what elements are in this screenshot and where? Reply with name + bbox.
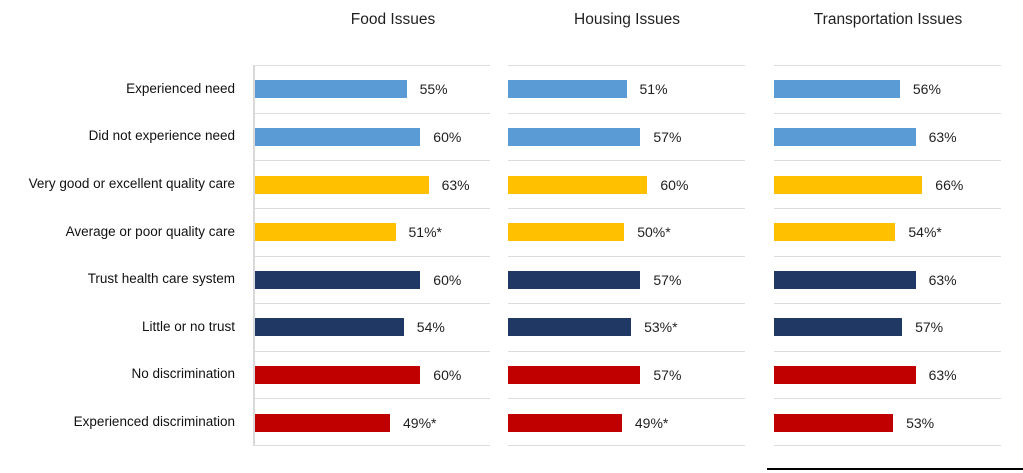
bar [508, 80, 627, 99]
bar-row: 49%* [508, 398, 745, 446]
bar-row: 66% [774, 160, 1001, 208]
bar [255, 175, 429, 194]
bar-row: 60% [255, 350, 490, 399]
row-label: Experienced discrimination [73, 414, 235, 430]
row-label: Little or no trust [141, 318, 235, 334]
bar-row: 49%* [255, 398, 490, 446]
bar [508, 127, 641, 146]
bar [255, 366, 421, 385]
value-label: 54%* [908, 224, 942, 241]
chart-panel: 51% 57% 60% 50%* 57% 53%* 57% 49%* [508, 65, 745, 446]
value-label: 54% [416, 319, 445, 336]
bar-row: 51%* [255, 207, 490, 256]
value-label: 51% [639, 81, 668, 98]
bar [255, 270, 421, 289]
bar-row: 54% [255, 303, 490, 351]
bar-row: 57% [508, 350, 745, 399]
value-label: 60% [433, 128, 462, 145]
value-label: 57% [915, 319, 944, 336]
row-label: Did not experience need [88, 128, 235, 144]
bar [255, 413, 390, 432]
bar [508, 413, 622, 432]
value-label: 63% [928, 271, 957, 288]
bar-row: 57% [508, 112, 745, 161]
row-label: Very good or excellent quality care [28, 175, 235, 191]
value-label: 66% [935, 176, 964, 193]
value-label: 63% [441, 176, 470, 193]
bar [774, 318, 903, 337]
bar [774, 80, 900, 99]
value-label: 56% [912, 81, 941, 98]
bar-row: 50%* [508, 207, 745, 256]
row-label: Average or poor quality care [65, 223, 235, 239]
value-label: 50%* [637, 224, 671, 241]
value-label: 60% [433, 367, 462, 384]
bar-row: 57% [508, 255, 745, 304]
value-label: 49%* [634, 414, 669, 431]
value-label: 63% [928, 367, 957, 384]
value-label: 60% [433, 271, 462, 288]
value-label: 53% [906, 414, 935, 431]
bar [255, 318, 404, 337]
bar [255, 223, 396, 242]
chart-title: Food Issues [350, 11, 436, 28]
bar-row: 53% [774, 398, 1001, 446]
bar [508, 270, 641, 289]
bar-row: 51% [508, 65, 745, 113]
bar-row: 54%* [774, 207, 1001, 256]
bar-row: 55% [255, 65, 490, 113]
value-label: 57% [653, 128, 682, 145]
bar-row: 60% [508, 160, 745, 208]
bar [508, 175, 648, 194]
bar-row: 60% [255, 255, 490, 304]
row-label: Experienced need [126, 80, 235, 96]
value-label: 63% [928, 128, 957, 145]
bar [774, 270, 916, 289]
chart-panel: 56% 63% 66% 54%* 63% 57% 63% 53% [774, 65, 1001, 446]
bar-row: 56% [774, 65, 1001, 113]
bar [508, 318, 632, 337]
chart-title: Transportation Issues [813, 11, 963, 28]
bar [255, 80, 407, 99]
bar [774, 127, 916, 146]
bar [774, 175, 923, 194]
value-label: 51%* [408, 224, 442, 241]
value-label: 53%* [644, 319, 678, 336]
bar [508, 366, 641, 385]
chart-panel: 55% 60% 63% 51%* 60% 54% 60% 49%* [253, 65, 490, 446]
bottom-rule [767, 468, 1023, 470]
row-label: Trust health care system [87, 271, 235, 287]
value-label: 57% [653, 271, 682, 288]
bar-row: 63% [774, 350, 1001, 399]
bar-row: 57% [774, 303, 1001, 351]
bar [255, 127, 421, 146]
bar [774, 223, 896, 242]
bar-row: 63% [774, 255, 1001, 304]
bar [774, 366, 916, 385]
value-label: 60% [660, 176, 689, 193]
bar-row: 60% [255, 112, 490, 161]
bar [774, 413, 894, 432]
bar [508, 223, 625, 242]
value-label: 55% [419, 81, 448, 98]
value-label: 57% [653, 367, 682, 384]
bar-row: 53%* [508, 303, 745, 351]
chart-title: Housing Issues [574, 11, 680, 28]
bar-row: 63% [255, 160, 490, 208]
value-label: 49%* [403, 414, 437, 431]
bar-row: 63% [774, 112, 1001, 161]
row-label: No discrimination [131, 366, 235, 382]
